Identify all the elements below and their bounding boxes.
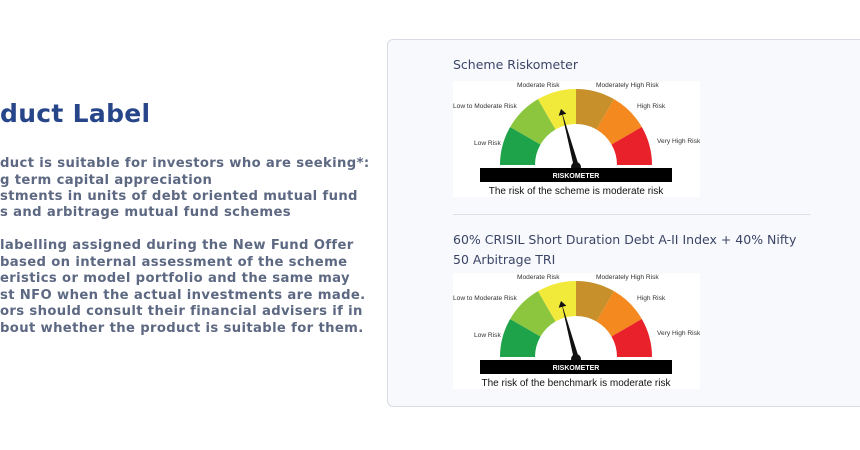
riskometer-level-label: Moderately High Risk [596, 274, 659, 281]
riskometer-bar-label: RISKOMETER [553, 173, 600, 180]
riskometer-segment [596, 99, 642, 145]
disclaimer-line: st NFO when the actual investments are m… [0, 288, 366, 303]
riskometer-bar [480, 360, 672, 374]
section-title: duct Label [0, 99, 151, 128]
riskometer-bar-label: RISKOMETER [553, 365, 600, 372]
riskometer-level-label: Low to Moderate Risk [453, 103, 517, 110]
riskometer-segment [576, 89, 614, 130]
riskometer-segment [596, 291, 642, 337]
benchmark-riskometer: Low Risk Low to Moderate Risk Moderate Ris… [453, 273, 700, 389]
riskometer-segment [510, 291, 556, 337]
disclaimer-line: ors should consult their financial advis… [0, 304, 363, 319]
riskometer-segment [538, 281, 576, 322]
riskometer-level-label: Low Risk [474, 140, 501, 147]
riskometer-segment [611, 127, 652, 165]
riskometer-graphic: Low Risk Low to Moderate Risk Moderate Ris… [453, 274, 700, 389]
riskometer-segment [500, 127, 541, 165]
riskometer-caption: The risk of the scheme is moderate risk [489, 186, 665, 197]
riskometer-level-label: Low to Moderate Risk [453, 295, 517, 302]
riskometer-needle [560, 108, 579, 166]
riskometer-caption: The risk of the benchmark is moderate ri… [482, 378, 672, 389]
riskometer-segment [576, 281, 614, 322]
riskometer-level-label: Very High Risk [657, 330, 700, 337]
riskometer-level-label: Moderate Risk [517, 82, 560, 89]
scheme-riskometer: Low Risk Low to Moderate Risk Moderate Ris… [453, 81, 700, 197]
suitability-intro: duct is suitable for investors who are s… [0, 156, 370, 171]
benchmark-riskometer-title: 60% CRISIL Short Duration Debt A-II Inde… [453, 232, 797, 267]
riskometer-segment [611, 319, 652, 357]
riskometer-level-label: Very High Risk [657, 138, 700, 145]
disclaimer-line: labelling assigned during the New Fund O… [0, 238, 354, 253]
suitability-point: g term capital appreciation [0, 173, 213, 188]
disclaimer-line: eristics or model portfolio and the same… [0, 271, 350, 286]
riskometer-segment [538, 89, 576, 130]
divider [453, 214, 810, 215]
suitability-point: stments in units of debt oriented mutual… [0, 189, 358, 204]
riskometer-level-label: High Risk [637, 295, 666, 302]
riskometer-segment [510, 99, 556, 145]
riskometer-bar [480, 168, 672, 182]
riskometer-level-label: High Risk [637, 103, 666, 110]
riskometer-level-label: Moderately High Risk [596, 82, 659, 89]
riskometer-needle [560, 300, 579, 358]
riskometer-level-label: Low Risk [474, 332, 501, 339]
disclaimer-line: bout whether the product is suitable for… [0, 321, 364, 336]
riskometer-graphic: Low Risk Low to Moderate Risk Moderate Ris… [453, 82, 700, 197]
needle-arrowhead [558, 108, 567, 116]
disclaimer-line: based on internal assessment of the sche… [0, 255, 348, 270]
riskometer-segment [500, 319, 541, 357]
needle-arrowhead [558, 300, 567, 308]
scheme-riskometer-title: Scheme Riskometer [453, 57, 578, 72]
riskometer-level-label: Moderate Risk [517, 274, 560, 281]
suitability-point: s and arbitrage mutual fund schemes [0, 205, 291, 220]
